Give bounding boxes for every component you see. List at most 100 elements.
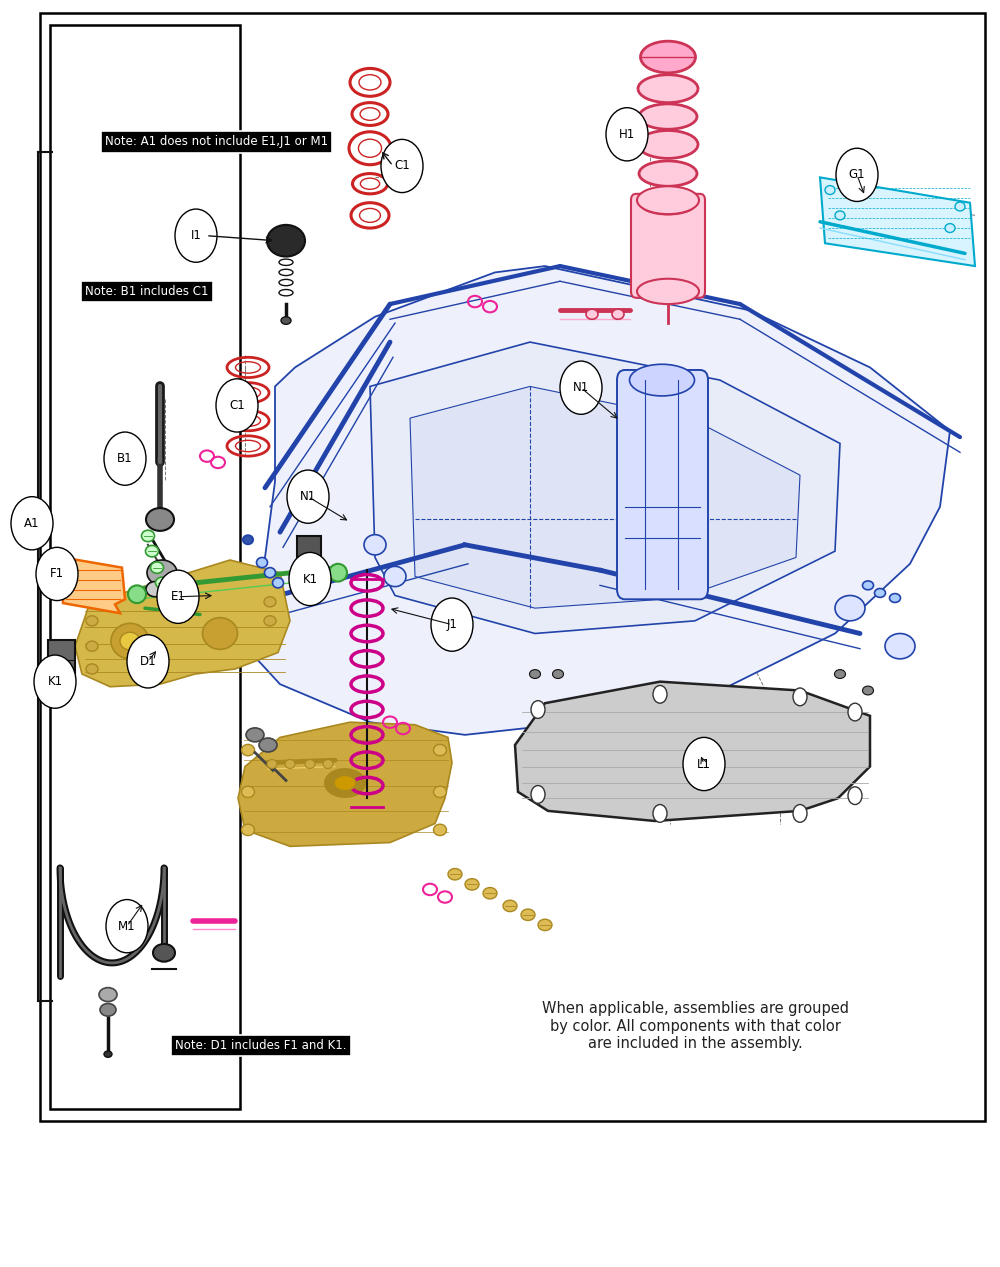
Text: M1: M1 [118, 920, 136, 933]
Text: Note: B1 includes C1: Note: B1 includes C1 [85, 285, 208, 298]
Circle shape [157, 570, 199, 623]
Circle shape [287, 470, 329, 523]
Text: G1: G1 [849, 169, 865, 181]
Ellipse shape [86, 664, 98, 674]
Ellipse shape [637, 279, 699, 304]
Text: When applicable, assemblies are grouped
by color. All components with that color: When applicable, assemblies are grouped … [542, 1001, 848, 1052]
Ellipse shape [874, 588, 886, 598]
Ellipse shape [945, 224, 955, 233]
Ellipse shape [86, 616, 98, 626]
Polygon shape [75, 560, 290, 687]
Ellipse shape [538, 920, 552, 930]
Ellipse shape [825, 185, 835, 194]
Ellipse shape [364, 535, 386, 555]
Ellipse shape [156, 576, 168, 588]
Text: N1: N1 [300, 490, 316, 503]
Ellipse shape [99, 988, 117, 1001]
Circle shape [127, 635, 169, 688]
Ellipse shape [305, 759, 315, 768]
Ellipse shape [325, 769, 365, 797]
Ellipse shape [267, 759, 277, 768]
Ellipse shape [329, 564, 347, 582]
Text: I1: I1 [191, 229, 201, 242]
Ellipse shape [885, 634, 915, 659]
Ellipse shape [242, 786, 254, 798]
Circle shape [653, 685, 667, 703]
Ellipse shape [264, 568, 276, 578]
Ellipse shape [150, 563, 164, 573]
Ellipse shape [434, 825, 446, 836]
Text: D1: D1 [140, 655, 156, 668]
Circle shape [216, 379, 258, 432]
Ellipse shape [483, 887, 497, 900]
Circle shape [531, 786, 545, 803]
Bar [50, 25, 240, 1109]
Ellipse shape [955, 201, 965, 210]
Ellipse shape [503, 900, 517, 912]
Ellipse shape [630, 365, 694, 395]
Text: L1: L1 [697, 758, 711, 770]
Ellipse shape [242, 825, 254, 836]
Ellipse shape [586, 309, 598, 319]
Ellipse shape [530, 669, 540, 679]
Text: N1: N1 [573, 381, 589, 394]
Circle shape [289, 552, 331, 606]
Text: K1: K1 [302, 573, 318, 585]
Polygon shape [245, 266, 950, 735]
Circle shape [11, 497, 53, 550]
Text: E1: E1 [171, 590, 185, 603]
Ellipse shape [434, 786, 446, 798]
Ellipse shape [835, 210, 845, 220]
Circle shape [653, 805, 667, 822]
Ellipse shape [323, 759, 333, 768]
Ellipse shape [104, 1052, 112, 1057]
Ellipse shape [640, 191, 696, 214]
Text: F1: F1 [50, 568, 64, 580]
Ellipse shape [264, 616, 276, 626]
Ellipse shape [272, 578, 284, 588]
Circle shape [431, 598, 473, 651]
Ellipse shape [153, 944, 175, 962]
Ellipse shape [147, 560, 177, 585]
Polygon shape [63, 557, 125, 613]
Polygon shape [515, 682, 870, 821]
Ellipse shape [259, 737, 277, 751]
Ellipse shape [334, 775, 356, 791]
Ellipse shape [639, 104, 697, 129]
Polygon shape [370, 342, 840, 634]
Ellipse shape [552, 669, 564, 679]
Circle shape [683, 737, 725, 791]
Text: B1: B1 [117, 452, 133, 465]
Ellipse shape [448, 869, 462, 879]
FancyBboxPatch shape [297, 536, 321, 579]
Ellipse shape [267, 226, 305, 256]
Ellipse shape [384, 566, 406, 587]
Ellipse shape [146, 508, 174, 531]
Ellipse shape [202, 617, 238, 649]
Text: C1: C1 [394, 160, 410, 172]
Ellipse shape [242, 745, 254, 755]
Ellipse shape [521, 910, 535, 920]
Text: Note: D1 includes F1 and K1.: Note: D1 includes F1 and K1. [175, 1039, 347, 1052]
Ellipse shape [120, 632, 140, 650]
Circle shape [848, 703, 862, 721]
Text: A1: A1 [24, 517, 40, 530]
FancyBboxPatch shape [631, 194, 705, 298]
Ellipse shape [834, 669, 846, 679]
Ellipse shape [142, 530, 154, 542]
Circle shape [175, 209, 217, 262]
Circle shape [36, 547, 78, 601]
Ellipse shape [111, 623, 149, 659]
Ellipse shape [638, 131, 698, 158]
Circle shape [793, 805, 807, 822]
Circle shape [606, 108, 648, 161]
Ellipse shape [86, 641, 98, 651]
Circle shape [560, 361, 602, 414]
Polygon shape [238, 722, 452, 846]
FancyBboxPatch shape [617, 370, 708, 599]
Ellipse shape [285, 759, 295, 768]
Ellipse shape [612, 309, 624, 319]
Ellipse shape [264, 597, 276, 607]
Circle shape [34, 655, 76, 708]
Polygon shape [820, 177, 975, 266]
